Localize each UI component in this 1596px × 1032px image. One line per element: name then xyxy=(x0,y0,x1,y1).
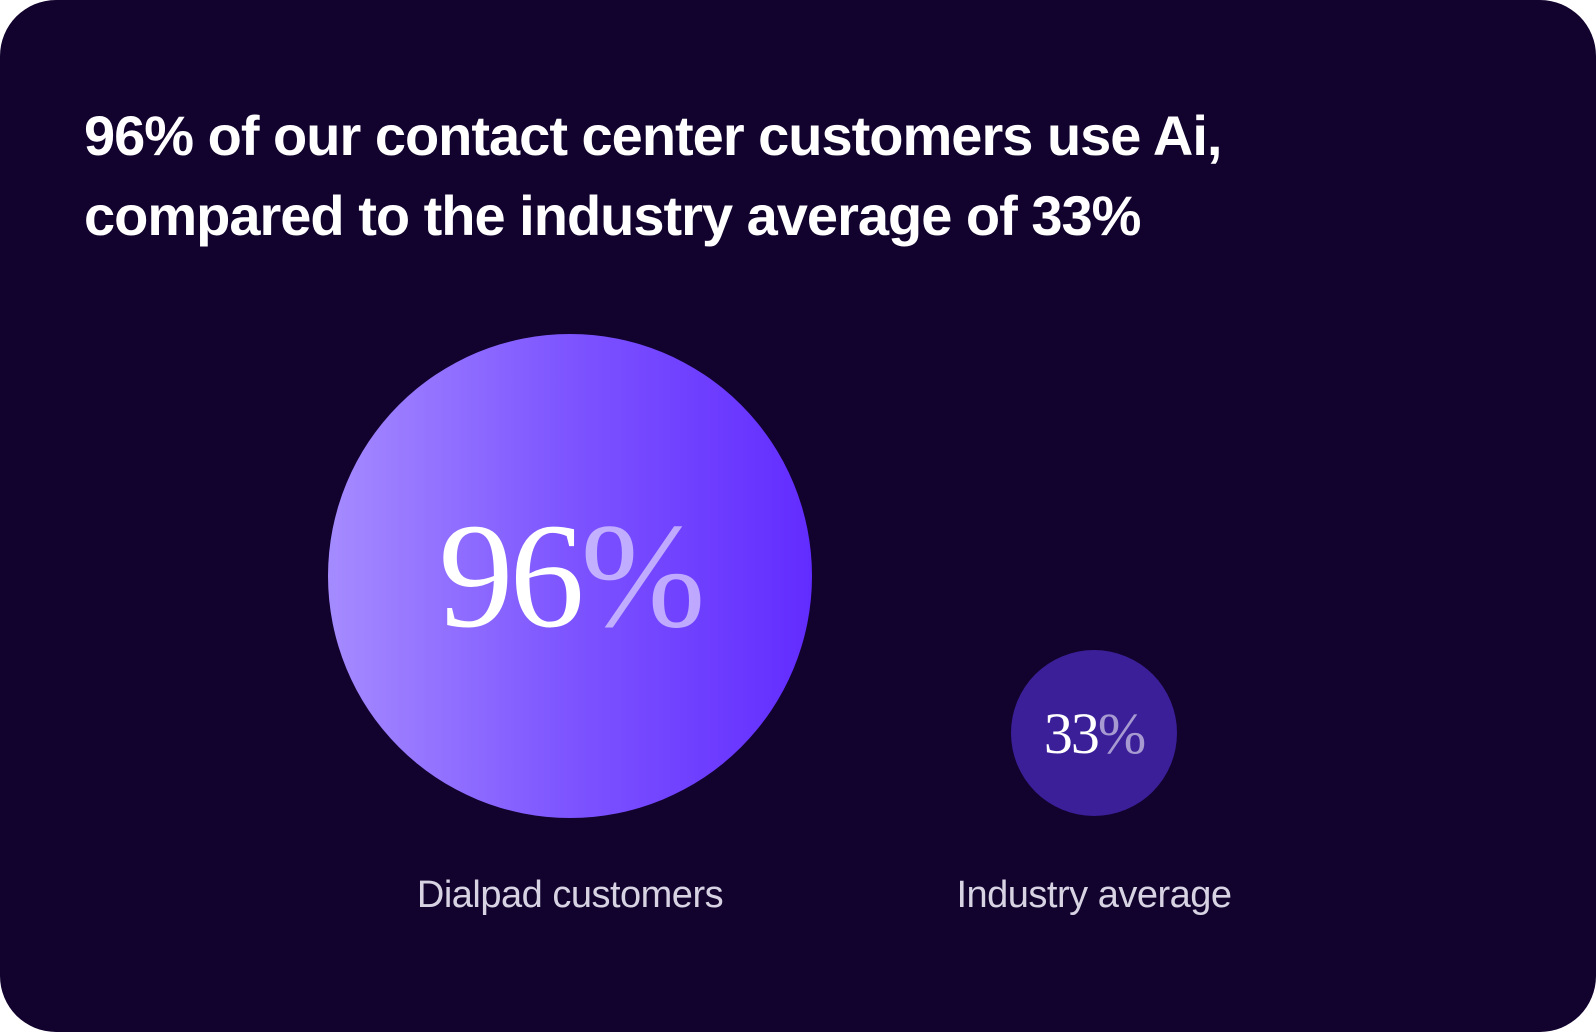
bubble-industry-average: 33% xyxy=(1011,650,1177,816)
percent-sign: % xyxy=(1097,700,1146,766)
data-label-industry: 33% xyxy=(1043,700,1146,767)
percent-sign: % xyxy=(580,493,706,659)
bubble-dialpad-customers: 96% xyxy=(328,334,812,818)
headline: 96% of our contact center customers use … xyxy=(84,96,1222,256)
headline-line-1: 96% of our contact center customers use … xyxy=(84,104,1222,167)
headline-line-2: compared to the industry average of 33% xyxy=(84,184,1141,247)
value-number: 33 xyxy=(1043,700,1100,766)
category-label-dialpad: Dialpad customers xyxy=(416,874,724,916)
data-label-dialpad: 96% xyxy=(438,490,706,662)
value-number: 96 xyxy=(438,493,585,659)
category-label-industry: Industry average xyxy=(956,874,1232,916)
